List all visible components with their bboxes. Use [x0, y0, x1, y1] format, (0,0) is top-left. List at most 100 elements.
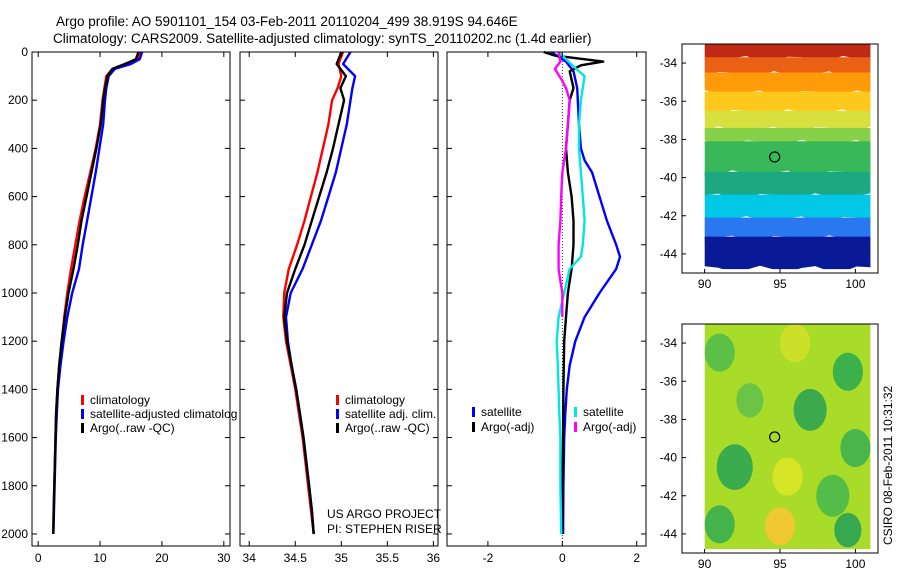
temperature-xtick-label: 30	[217, 551, 231, 565]
amsre_sst-color-band	[704, 194, 871, 223]
difference-series-3	[553, 51, 571, 318]
temperature-ytick-label: 1200	[1, 334, 28, 348]
amsre_sst-xtick-label: 90	[698, 277, 712, 291]
altimetric_sla-ytick-label: -44	[660, 527, 678, 541]
altimetric_sla-field-patch	[764, 507, 796, 546]
difference-legend-label: Argo(-adj)	[583, 420, 636, 434]
figure-title-line2: Climatology: CARS2009. Satellite-adjuste…	[53, 31, 592, 46]
temperature-legend-swatch	[81, 409, 84, 419]
altimetric_sla-ytick-label: -34	[660, 336, 678, 350]
temperature-series-2	[52, 51, 140, 535]
temperature-xtick-label: 0	[35, 551, 42, 565]
salinity-legend-swatch	[336, 395, 339, 405]
altimetric_sla-field-patch	[840, 428, 871, 468]
temperature-ytick-label: 600	[8, 190, 28, 204]
salinity-legend-swatch	[336, 423, 339, 433]
difference-frame	[446, 51, 647, 547]
altimetric_sla-field-patch	[772, 457, 803, 496]
figure-title-line1: Argo profile: AO 5901101_154 03-Feb-2011…	[56, 14, 518, 29]
salinity-series-2	[283, 51, 348, 535]
sla-map-panel: 90 95 100 -34 -36 -38 -40 -42 -44	[660, 323, 879, 571]
difference-series-2	[555, 51, 586, 535]
altimetric_sla-field-patch	[780, 324, 811, 363]
temperature-plot-area	[31, 51, 231, 547]
temperature-ytick-label: 0	[21, 45, 28, 59]
amsre_sst-ytick-label: -38	[660, 132, 678, 146]
temperature-xtick-label: 10	[93, 551, 107, 565]
difference-profile-panel: -2 0 2satelliteArgo(-adj)satelliteArgo(-ad…	[446, 50, 647, 565]
difference-legend-label: Argo(-adj)	[481, 420, 534, 434]
salinity-legend-label: climatology	[345, 393, 405, 407]
amsre_sst-profile-marker	[769, 151, 781, 163]
temperature-frame	[31, 51, 231, 547]
footer-stamp: CSIRO 08-Feb-2011 10:31:32	[881, 385, 895, 545]
temperature-legend-label: climatology	[90, 393, 150, 407]
altimetric_sla-field-patch	[704, 505, 735, 544]
altimetric_sla-field-patch	[816, 474, 850, 517]
amsre_sst-ytick-label: -44	[660, 247, 678, 261]
altimetric_sla-field	[704, 324, 871, 550]
altimetric_sla-field-patch	[736, 383, 764, 418]
altimetric_sla-xtick-label: 95	[773, 557, 787, 571]
amsre_sst-color-band	[704, 91, 871, 117]
salinity-legend-label: satellite adj. clim.	[345, 407, 436, 421]
salinity-legend-label: Argo(..raw -QC)	[345, 421, 430, 435]
temperature-ytick-label: 1000	[1, 286, 28, 300]
temperature-xtick-label: 20	[155, 551, 169, 565]
temperature-ytick-label: 200	[8, 93, 28, 107]
salinity-xtick-label: 34.5	[284, 551, 308, 565]
difference-legend-swatch	[574, 407, 577, 417]
difference-xtick-label: -2	[483, 551, 494, 565]
altimetric_sla-ytick-label: -40	[660, 451, 678, 465]
temperature-ytick-label: 800	[8, 238, 28, 252]
amsre_sst-color-band	[704, 217, 871, 243]
difference-plot-area	[446, 51, 647, 547]
credit-line1: US ARGO PROJECT	[327, 507, 442, 521]
difference-legend-swatch	[472, 422, 475, 432]
amsre_sst-ytick-label: -42	[660, 209, 678, 223]
difference-series-0	[550, 50, 622, 535]
salinity-frame	[239, 51, 439, 547]
temperature-ytick-label: 1400	[1, 382, 28, 396]
altimetric_sla-field-patch	[716, 444, 753, 491]
altimetric_sla-ytick-label: -38	[660, 412, 678, 426]
amsre_sst-color-band	[704, 110, 871, 134]
difference-legend-swatch	[574, 422, 577, 432]
temperature-ytick-label: 2000	[1, 527, 28, 541]
temperature-legend-label: satellite-adjusted climatolog	[90, 407, 237, 421]
temperature-profile-panel: 0 10 20 30 0 200 400 600 800 1000 1200 1400 1600 1800…	[1, 45, 237, 565]
altimetric_sla-field-patch	[704, 333, 735, 372]
temperature-ytick-label: 1600	[1, 431, 28, 445]
temperature-legend-label: Argo(..raw -QC)	[90, 421, 175, 435]
temperature-ytick-label: 400	[8, 141, 28, 155]
salinity-legend-swatch	[336, 409, 339, 419]
temperature-legend-swatch	[81, 423, 84, 433]
altimetric_sla-ytick-label: -42	[660, 489, 678, 503]
difference-legend-label: satellite	[583, 405, 624, 419]
amsre_sst-ytick-label: -36	[660, 94, 678, 108]
amsre_sst-ytick-label: -40	[660, 171, 678, 185]
salinity-xtick-label: 36	[427, 551, 441, 565]
altimetric_sla-field-patch	[832, 352, 863, 391]
altimetric_sla-ytick-label: -36	[660, 374, 678, 388]
difference-xtick-label: 2	[633, 551, 640, 565]
difference-legend-label: satellite	[481, 405, 522, 419]
amsre_sst-xtick-label: 95	[773, 277, 787, 291]
difference-xtick-label: 0	[559, 551, 566, 565]
amsre_sst-xtick-label: 100	[845, 277, 865, 291]
altimetric_sla-xtick-label: 90	[698, 557, 712, 571]
altimetric_sla-field-patch	[793, 388, 827, 431]
salinity-xtick-label: 35.5	[376, 551, 400, 565]
temperature-legend-swatch	[81, 395, 84, 405]
salinity-xtick-label: 34	[243, 551, 257, 565]
difference-legend-swatch	[472, 407, 475, 417]
amsre_sst-color-band	[704, 72, 871, 98]
altimetric_sla-field-patch	[834, 512, 862, 548]
amsre_sst-color-band	[704, 171, 871, 201]
amsre_sst-color-band	[704, 141, 871, 178]
credit-line2: PI: STEPHEN RISER	[327, 522, 442, 536]
temperature-ytick-label: 1800	[1, 479, 28, 493]
salinity-xtick-label: 35	[335, 551, 349, 565]
